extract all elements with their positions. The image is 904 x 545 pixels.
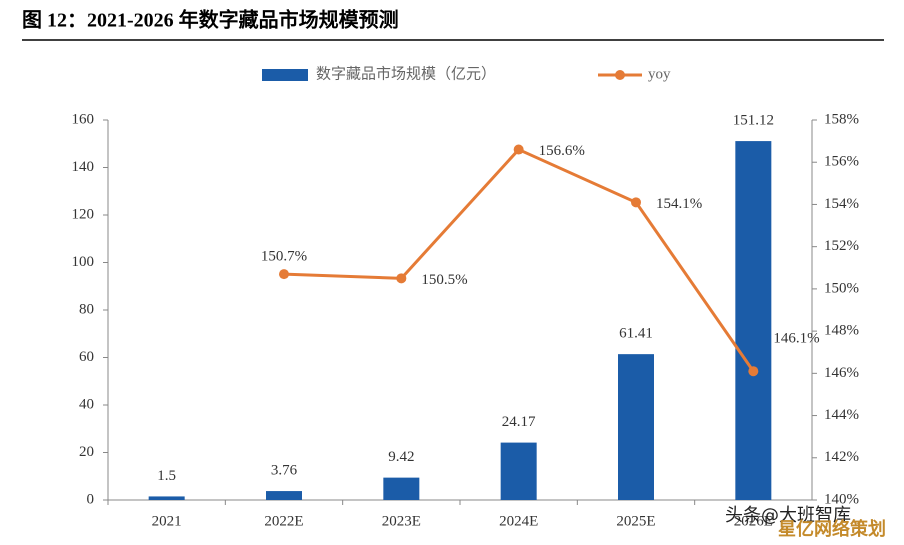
- y2-tick-label: 158%: [824, 111, 859, 127]
- line: [283, 147, 755, 373]
- bar-value-label: 9.42: [388, 449, 414, 465]
- y2-tick-label: 156%: [824, 154, 859, 170]
- y-tick-label: 80: [79, 301, 94, 317]
- bar: [735, 141, 772, 500]
- y-tick-label: 40: [79, 396, 94, 412]
- legend-swatch: [262, 69, 308, 81]
- line-point: [748, 366, 759, 377]
- legend-label: yoy: [648, 66, 671, 82]
- y2-tick-label: 152%: [824, 238, 859, 254]
- line-point: [631, 197, 641, 208]
- line-point: [396, 273, 407, 284]
- y2-tick-label: 144%: [824, 407, 859, 423]
- y2-tick-label: 154%: [824, 196, 859, 212]
- legend-label: 数字藏品市场规模（亿元）: [316, 65, 496, 82]
- line-value-label: 150.7%: [261, 249, 307, 265]
- watermark: 星亿网络策划: [778, 518, 886, 540]
- line-value-label: 150.5%: [421, 272, 467, 288]
- y2-tick-label: 142%: [824, 449, 859, 465]
- bar: [500, 442, 537, 500]
- x-tick-label: 2023E: [382, 513, 421, 529]
- line-point: [279, 269, 289, 280]
- watermark: 头条@大班智库: [725, 505, 851, 526]
- line-value-label: 146.1%: [773, 331, 819, 347]
- chart-title: 图 12：2021-2026 年数字藏品市场规模预测: [22, 8, 399, 32]
- legend-swatch: [615, 70, 625, 80]
- y2-tick-label: 148%: [824, 323, 859, 339]
- bar-value-label: 24.17: [502, 414, 536, 430]
- x-tick-label: 2024E: [499, 513, 538, 529]
- y-tick-label: 0: [87, 491, 95, 507]
- bar-value-label: 3.76: [271, 463, 298, 479]
- x-tick-label: 2022E: [264, 513, 303, 529]
- y-tick-label: 120: [72, 206, 95, 222]
- x-tick-label: 2026E: [734, 513, 773, 529]
- y2-tick-label: 140%: [824, 491, 859, 507]
- bar-value-label: 61.41: [619, 326, 653, 342]
- bar-value-label: 151.12: [733, 113, 774, 129]
- bar: [148, 496, 185, 500]
- line-value-label: 154.1%: [656, 196, 702, 212]
- y-tick-label: 160: [72, 111, 95, 127]
- y-tick-label: 100: [72, 254, 95, 270]
- y2-tick-label: 146%: [824, 365, 859, 381]
- bar: [383, 477, 420, 500]
- bar: [618, 354, 654, 500]
- y-tick-label: 60: [79, 349, 94, 365]
- line-point: [513, 144, 524, 155]
- x-tick-label: 2021: [152, 513, 182, 529]
- bar: [266, 491, 302, 500]
- line-value-label: 156.6%: [539, 143, 585, 159]
- bar-value-label: 1.5: [157, 468, 176, 484]
- y-tick-label: 140: [72, 159, 95, 175]
- y2-tick-label: 150%: [824, 280, 859, 296]
- x-tick-label: 2025E: [616, 513, 655, 529]
- y-tick-label: 20: [79, 444, 94, 460]
